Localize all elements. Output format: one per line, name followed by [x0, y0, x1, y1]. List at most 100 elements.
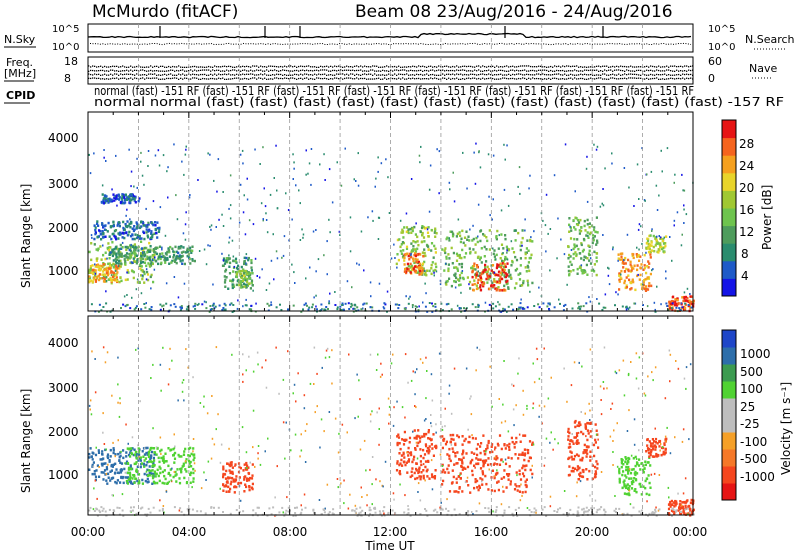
power-cell	[140, 240, 143, 243]
power-cell	[593, 263, 596, 266]
power-cell	[455, 266, 458, 269]
power-cell	[285, 192, 287, 195]
freq-nave-point	[662, 70, 664, 72]
freq-nave-point	[392, 74, 394, 76]
freq-nave-point	[220, 74, 222, 76]
power-cell	[179, 306, 182, 309]
power-cell	[292, 153, 294, 156]
freq-nave-point	[282, 74, 284, 76]
velocity-cell	[148, 460, 151, 463]
freq-nave-point	[460, 78, 462, 80]
power-cell	[645, 251, 647, 254]
power-cell	[304, 302, 307, 305]
power-cell	[157, 257, 160, 261]
velocity-cell	[453, 490, 456, 493]
power-cell	[588, 222, 591, 225]
power-cell	[439, 283, 442, 286]
freq-nave-point	[588, 69, 590, 72]
power-cell	[91, 236, 93, 239]
velocity-cell	[533, 381, 536, 384]
power-cell	[148, 265, 152, 268]
freq-nave-point	[426, 66, 428, 68]
velocity-cell	[112, 447, 115, 450]
power-cell	[629, 263, 632, 266]
freq-nave-point	[118, 70, 120, 72]
freq-nave-point	[272, 74, 274, 76]
power-cell	[129, 249, 132, 253]
power-cell	[668, 300, 671, 304]
power-cell	[627, 308, 630, 311]
power-cell	[443, 269, 446, 272]
power-cell	[458, 307, 461, 309]
freq-nave-point	[528, 73, 530, 76]
power-cell	[489, 272, 492, 275]
freq-nave-point	[468, 74, 470, 76]
power-cell	[548, 308, 550, 310]
velocity-cell	[584, 451, 587, 454]
velocity-cell	[462, 449, 465, 452]
power-cell	[396, 266, 398, 269]
power-cell	[188, 257, 191, 261]
power-cell	[228, 254, 230, 257]
power-cell	[509, 276, 513, 279]
freq-nave-point	[680, 74, 682, 76]
power-cell	[564, 303, 567, 306]
freq-nave-point	[672, 70, 674, 72]
power-cell	[317, 258, 320, 261]
power-cell	[181, 306, 183, 309]
freq-nave-point	[348, 74, 350, 76]
power-cell	[409, 262, 412, 266]
power-cell	[159, 257, 162, 261]
velocity-cell	[651, 442, 654, 445]
power-cell	[115, 255, 118, 258]
freq-nave-point	[586, 66, 588, 68]
power-cell	[394, 257, 396, 259]
velocity-cell	[514, 483, 517, 486]
power-cell	[425, 273, 428, 277]
power-cell	[406, 267, 409, 271]
power-cell	[144, 253, 147, 257]
freq-nave-point	[318, 77, 320, 79]
velocity-cell	[156, 481, 159, 485]
power-cell	[421, 262, 425, 265]
power-cell	[433, 274, 435, 277]
freq-nave-point	[406, 78, 408, 80]
velocity-cell	[673, 510, 676, 514]
power-cell	[412, 257, 415, 260]
power-ylabel: Slant Range [km]	[19, 184, 33, 288]
power-cell	[179, 255, 182, 258]
power-cell	[128, 233, 130, 236]
power-cell	[655, 238, 658, 242]
power-cell	[244, 275, 247, 279]
power-cell	[94, 263, 96, 266]
velocity-cell	[502, 476, 506, 479]
velocity-cell	[120, 462, 124, 465]
power-cell	[511, 247, 514, 250]
nave-label: Nave	[749, 62, 777, 75]
power-cell	[622, 266, 625, 269]
freq-nave-point	[538, 78, 540, 80]
velocity-cell	[135, 453, 138, 456]
velocity-cell	[517, 457, 520, 460]
freq-nave-point	[340, 73, 342, 75]
freq-nave-point	[532, 74, 534, 76]
freq-nave-point	[474, 77, 476, 79]
power-cell	[595, 273, 598, 277]
power-cell	[138, 237, 141, 240]
freq-nave-point	[310, 69, 312, 72]
power-cell	[431, 310, 434, 313]
freq-nave-point	[520, 70, 522, 72]
power-cell	[143, 183, 145, 186]
power-cell	[527, 284, 530, 287]
power-cell	[130, 221, 133, 224]
velocity-cell	[414, 371, 416, 374]
power-cell	[669, 302, 672, 306]
velocity-cell	[577, 467, 580, 471]
velocity-cell	[164, 477, 167, 481]
power-cell	[197, 179, 199, 181]
power-cell	[500, 233, 503, 236]
freq-nave-point	[300, 73, 302, 75]
velocity-cell	[508, 465, 511, 468]
power-cell	[488, 287, 491, 291]
power-cell	[637, 253, 640, 257]
